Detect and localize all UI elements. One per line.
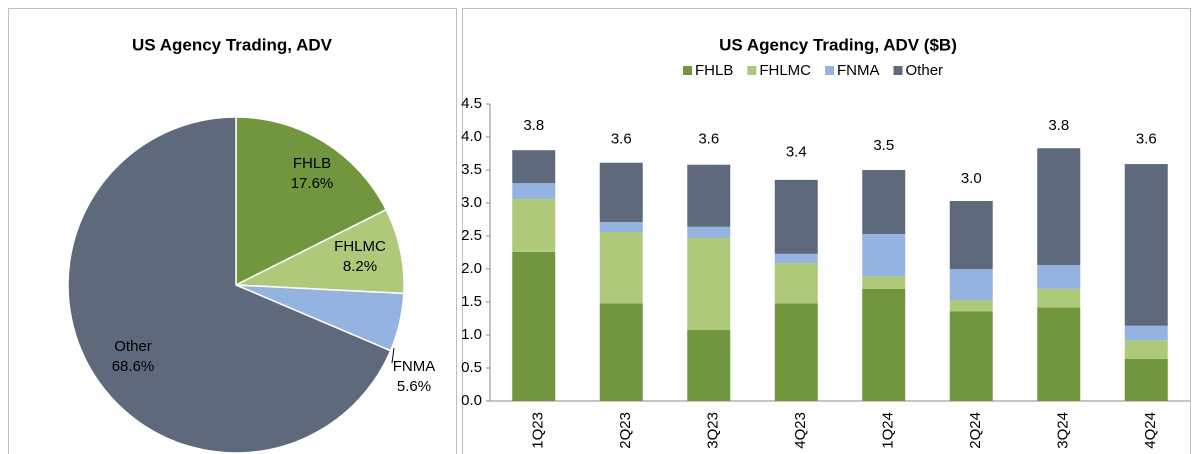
- y-tick-label: 2.5: [461, 227, 482, 244]
- bar-segment: [687, 226, 731, 238]
- total-label: 3.8: [1048, 117, 1069, 134]
- bar-segment: [599, 303, 643, 401]
- total-label: 3.5: [873, 137, 894, 154]
- bar-panel: [462, 8, 1191, 454]
- bar-segment: [1124, 358, 1168, 401]
- pie-slice: [233, 208, 405, 295]
- pie-label: Other: [114, 338, 152, 355]
- x-tick-label: 4Q23: [792, 412, 809, 449]
- pie-value-label: 17.6%: [291, 175, 334, 192]
- bar-segment: [687, 164, 731, 227]
- y-tick-label: 2.0: [461, 260, 482, 277]
- x-tick-label: 2Q24: [967, 412, 984, 449]
- legend-swatch: [825, 66, 835, 75]
- bar-segment: [1124, 164, 1168, 326]
- pie-slice: [67, 116, 392, 454]
- pie-value-label: 8.2%: [343, 258, 377, 275]
- bar-segment: [949, 300, 993, 312]
- bar-segment: [512, 251, 556, 401]
- bar-segment: [1037, 148, 1081, 266]
- legend-label: Other: [906, 62, 944, 79]
- bar-segment: [774, 303, 818, 401]
- pie-label: FHLB: [293, 155, 331, 172]
- total-label: 3.4: [786, 144, 807, 161]
- bar-title: US Agency Trading, ADV ($B): [719, 35, 957, 54]
- bar-segment: [599, 232, 643, 304]
- y-tick-label: 3.0: [461, 194, 482, 211]
- pie-value-label: 68.6%: [112, 358, 155, 375]
- bar-segment: [599, 222, 643, 233]
- total-label: 3.6: [698, 130, 719, 147]
- legend-swatch: [747, 66, 757, 75]
- x-tick-label: 3Q23: [705, 412, 722, 449]
- bar-segment: [949, 311, 993, 401]
- pie-label: FHLMC: [334, 238, 386, 255]
- y-tick-label: 0.5: [461, 359, 482, 376]
- y-tick-label: 3.5: [461, 161, 482, 178]
- y-tick-label: 1.0: [461, 326, 482, 343]
- bar-segment: [1037, 288, 1081, 308]
- bar-segment: [1037, 265, 1081, 289]
- total-label: 3.8: [523, 117, 544, 134]
- legend-swatch: [893, 66, 903, 75]
- x-tick-label: 3Q24: [1055, 412, 1072, 449]
- pie-panel: [8, 8, 457, 454]
- bar-segment: [1037, 307, 1081, 401]
- x-tick-label: 4Q24: [1142, 412, 1159, 449]
- pie-title: US Agency Trading, ADV: [132, 35, 333, 54]
- bar-segment: [774, 179, 818, 254]
- bar-segment: [862, 170, 906, 235]
- bar-segment: [774, 263, 818, 304]
- total-label: 3.6: [611, 130, 632, 147]
- x-tick-label: 1Q23: [530, 412, 547, 449]
- bar-segment: [599, 162, 643, 223]
- legend-label: FHLMC: [759, 62, 811, 79]
- bar-segment: [512, 183, 556, 200]
- bar-segment: [949, 201, 993, 269]
- bar-segment: [774, 253, 818, 264]
- pie-slice: [235, 116, 388, 287]
- bar-segment: [862, 288, 906, 401]
- leader-line: [391, 347, 395, 364]
- bar-segment: [1124, 325, 1168, 341]
- bar-segment: [687, 329, 731, 401]
- y-tick-label: 0.0: [461, 392, 482, 409]
- y-tick-label: 1.5: [461, 293, 482, 310]
- total-label: 3.6: [1136, 130, 1157, 147]
- bar-segment: [862, 234, 906, 277]
- legend-label: FHLB: [695, 62, 733, 79]
- total-label: 3.0: [961, 170, 982, 187]
- bar-segment: [687, 237, 731, 330]
- x-tick-label: 1Q24: [880, 412, 897, 449]
- legend-swatch: [683, 66, 692, 75]
- bar-segment: [512, 150, 556, 184]
- x-tick-label: 2Q23: [617, 412, 634, 449]
- pie-label: FNMA: [393, 358, 436, 375]
- bar-segment: [949, 269, 993, 301]
- bar-segment: [1124, 340, 1168, 359]
- bar-segment: [512, 199, 556, 252]
- pie-value-label: 5.6%: [397, 378, 431, 395]
- legend-label: FNMA: [837, 62, 880, 79]
- y-tick-label: 4.0: [461, 128, 482, 145]
- y-tick-label: 4.5: [461, 95, 482, 112]
- bar-segment: [862, 276, 906, 289]
